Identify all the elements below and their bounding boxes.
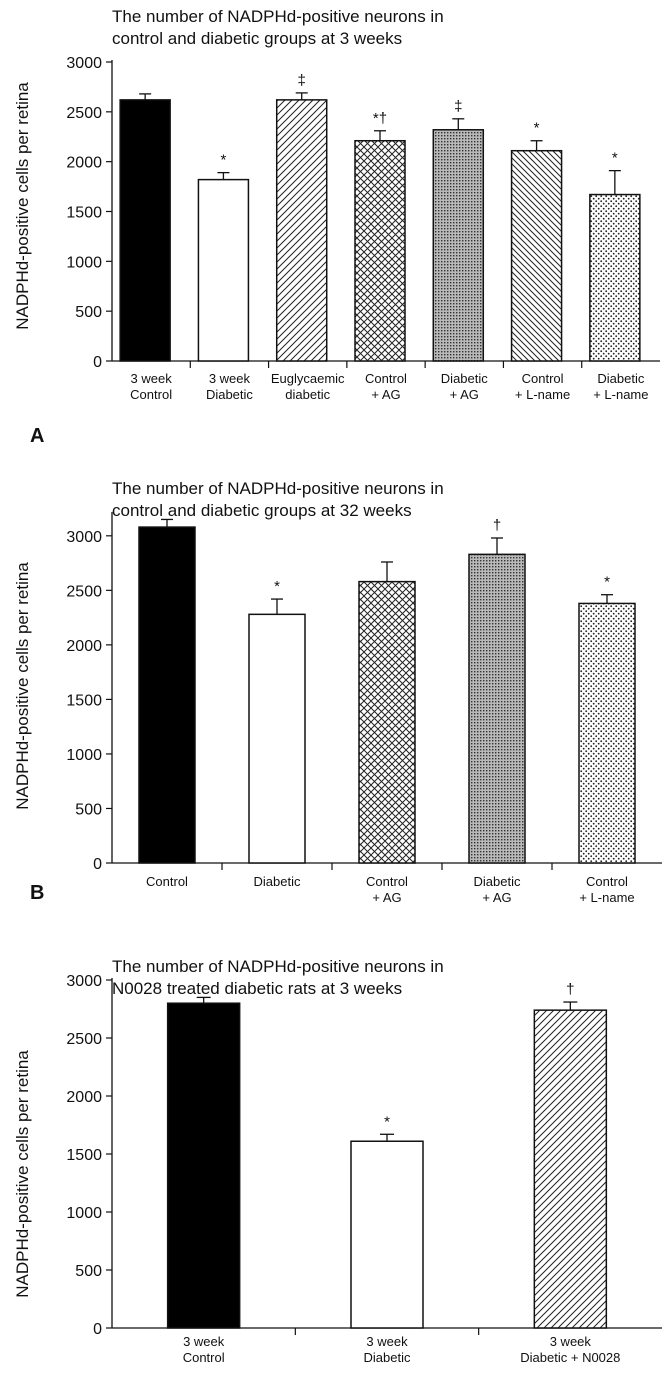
bar [350,1140,424,1329]
bar [197,178,250,362]
chart-title-line: control and diabetic groups at 32 weeks [112,501,412,520]
significance-marker: * [221,152,227,169]
x-tick-label: + AG [482,890,511,905]
bar [248,613,306,864]
bar [354,139,406,362]
y-tick-label: 3000 [66,529,102,546]
x-tick-label: Control [146,874,188,889]
y-tick-label: 2000 [66,638,102,655]
x-tick-label: Diabetic [441,371,488,386]
x-tick-label: diabetic [285,387,330,402]
y-tick-label: 2500 [66,105,102,122]
y-tick-label: 1500 [66,205,102,222]
bar [166,1002,241,1329]
bar [468,553,526,864]
x-tick-label: 3 week [550,1334,592,1349]
significance-marker: * [274,578,280,595]
significance-marker: † [566,981,574,998]
chart-title-a: The number of NADPHd-positive neurons in… [112,6,444,50]
x-tick-label: + AG [372,890,401,905]
x-tick-label: 3 week [131,371,173,386]
y-tick-label: 1500 [66,692,102,709]
bar [119,99,171,362]
x-tick-label: Diabetic [206,387,253,402]
y-tick-label: 2500 [66,1031,102,1048]
x-tick-label: Diabetic + N0028 [520,1350,620,1365]
x-tick-label: + L-name [515,387,570,402]
y-tick-label: 3000 [66,973,102,990]
significance-marker: ‡ [454,98,462,115]
y-tick-label: 0 [93,856,102,873]
x-tick-label: + L-name [579,890,634,905]
bar [138,526,196,864]
y-tick-label: 500 [75,304,102,321]
y-tick-label: 2500 [66,583,102,600]
chart-panel-a: The number of NADPHd-positive neurons in… [0,0,670,460]
y-tick-label: 500 [75,1263,102,1280]
bar [275,99,328,362]
chart-title-line: The number of NADPHd-positive neurons in [112,7,444,26]
significance-marker: * [534,120,540,137]
y-tick-label: 1500 [66,1147,102,1164]
x-tick-label: 3 week [366,1334,408,1349]
x-tick-label: Diabetic [364,1350,411,1365]
x-tick-label: + AG [371,387,400,402]
y-tick-label: 1000 [66,254,102,271]
x-tick-label: Control [522,371,564,386]
bar [533,1009,608,1329]
chart-title-line: The number of NADPHd-positive neurons in [112,957,444,976]
chart-title-line: N0028 treated diabetic rats at 3 weeks [112,979,403,998]
chart-title-b: The number of NADPHd-positive neurons in… [112,478,444,522]
x-tick-label: Diabetic [254,874,301,889]
x-tick-label: Control [183,1350,225,1365]
x-tick-label: Diabetic [474,874,521,889]
bar [589,193,641,362]
x-tick-label: 3 week [183,1334,225,1349]
y-tick-label: 3000 [66,55,102,72]
y-tick-label: 2000 [66,155,102,172]
x-tick-label: + L-name [593,387,648,402]
y-tick-label: 0 [93,1321,102,1338]
bar [432,129,485,362]
bar [578,602,636,864]
x-tick-label: 3 week [209,371,251,386]
y-tick-label: 500 [75,801,102,818]
x-tick-label: Control [365,371,407,386]
significance-marker: * [604,574,610,591]
significance-marker: * [384,1113,390,1130]
chart-title-line: control and diabetic groups at 3 weeks [112,29,403,48]
chart-title-line: The number of NADPHd-positive neurons in [112,479,444,498]
chart-panel-c: The number of NADPHd-positive neurons in… [0,948,670,1380]
x-tick-label: Control [130,387,172,402]
panel-label-b: B [30,882,45,904]
y-tick-label: 2000 [66,1089,102,1106]
x-tick-label: Euglycaemic [271,371,345,386]
chart-title-c: The number of NADPHd-positive neurons in… [112,956,444,1000]
bar-chart-b: 0 500 1000 1500 2000 2500 3000 Control * Diabetic… [66,512,662,905]
chart-panel-b: The number of NADPHd-positive neurons in… [0,470,670,930]
x-tick-label: Control [586,874,628,889]
x-tick-label: + AG [450,387,479,402]
x-tick-label: Control [366,874,408,889]
panel-label-a: A [30,425,45,447]
significance-marker: † [493,517,501,534]
significance-marker: * [612,150,618,167]
bar [510,149,563,362]
x-tick-label: Diabetic [597,371,644,386]
y-tick-label: 1000 [66,1205,102,1222]
significance-marker: *† [373,110,387,127]
y-tick-label: 0 [93,354,102,371]
bar [358,580,416,864]
significance-marker: ‡ [298,72,306,89]
y-tick-label: 1000 [66,747,102,764]
